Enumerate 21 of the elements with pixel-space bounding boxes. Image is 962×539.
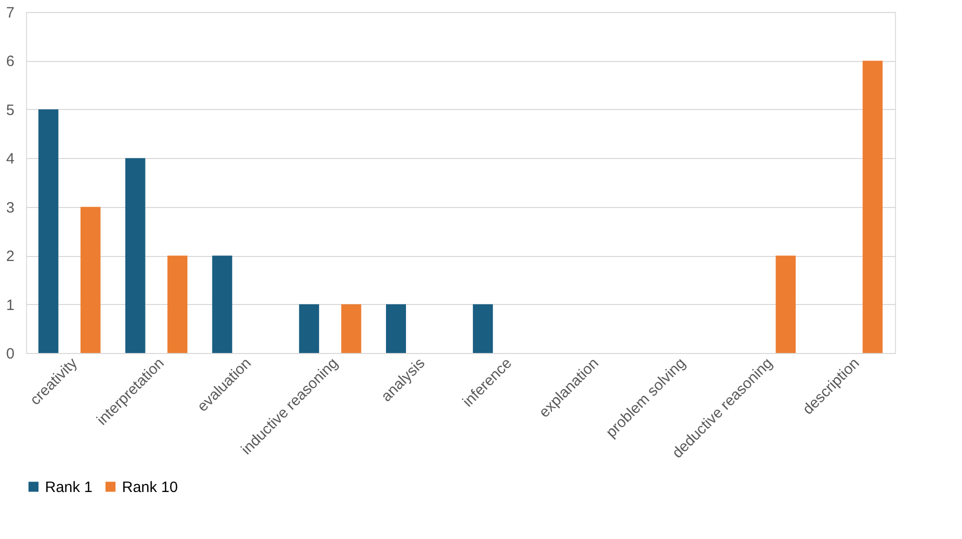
bar bbox=[776, 256, 796, 353]
y-tick-label: 0 bbox=[6, 346, 14, 362]
bar bbox=[80, 206, 101, 353]
bar bbox=[386, 304, 406, 353]
y-tick-label: 1 bbox=[6, 296, 14, 314]
legend-label: Rank 1 bbox=[45, 478, 93, 496]
bar bbox=[212, 256, 232, 353]
bar bbox=[472, 304, 493, 353]
y-tick-label: 5 bbox=[6, 102, 14, 119]
y-tick-label: 6 bbox=[6, 53, 14, 70]
bar bbox=[125, 158, 146, 353]
y-tick-label: 2 bbox=[6, 248, 14, 266]
bar bbox=[341, 304, 362, 353]
bar bbox=[38, 109, 58, 353]
bar bbox=[299, 304, 320, 353]
y-tick-label: 4 bbox=[6, 150, 14, 168]
bar bbox=[167, 256, 188, 353]
bar bbox=[862, 60, 883, 353]
y-tick-label: 7 bbox=[6, 4, 14, 22]
legend-label: Rank 10 bbox=[122, 478, 178, 496]
y-tick-label: 3 bbox=[6, 199, 14, 216]
